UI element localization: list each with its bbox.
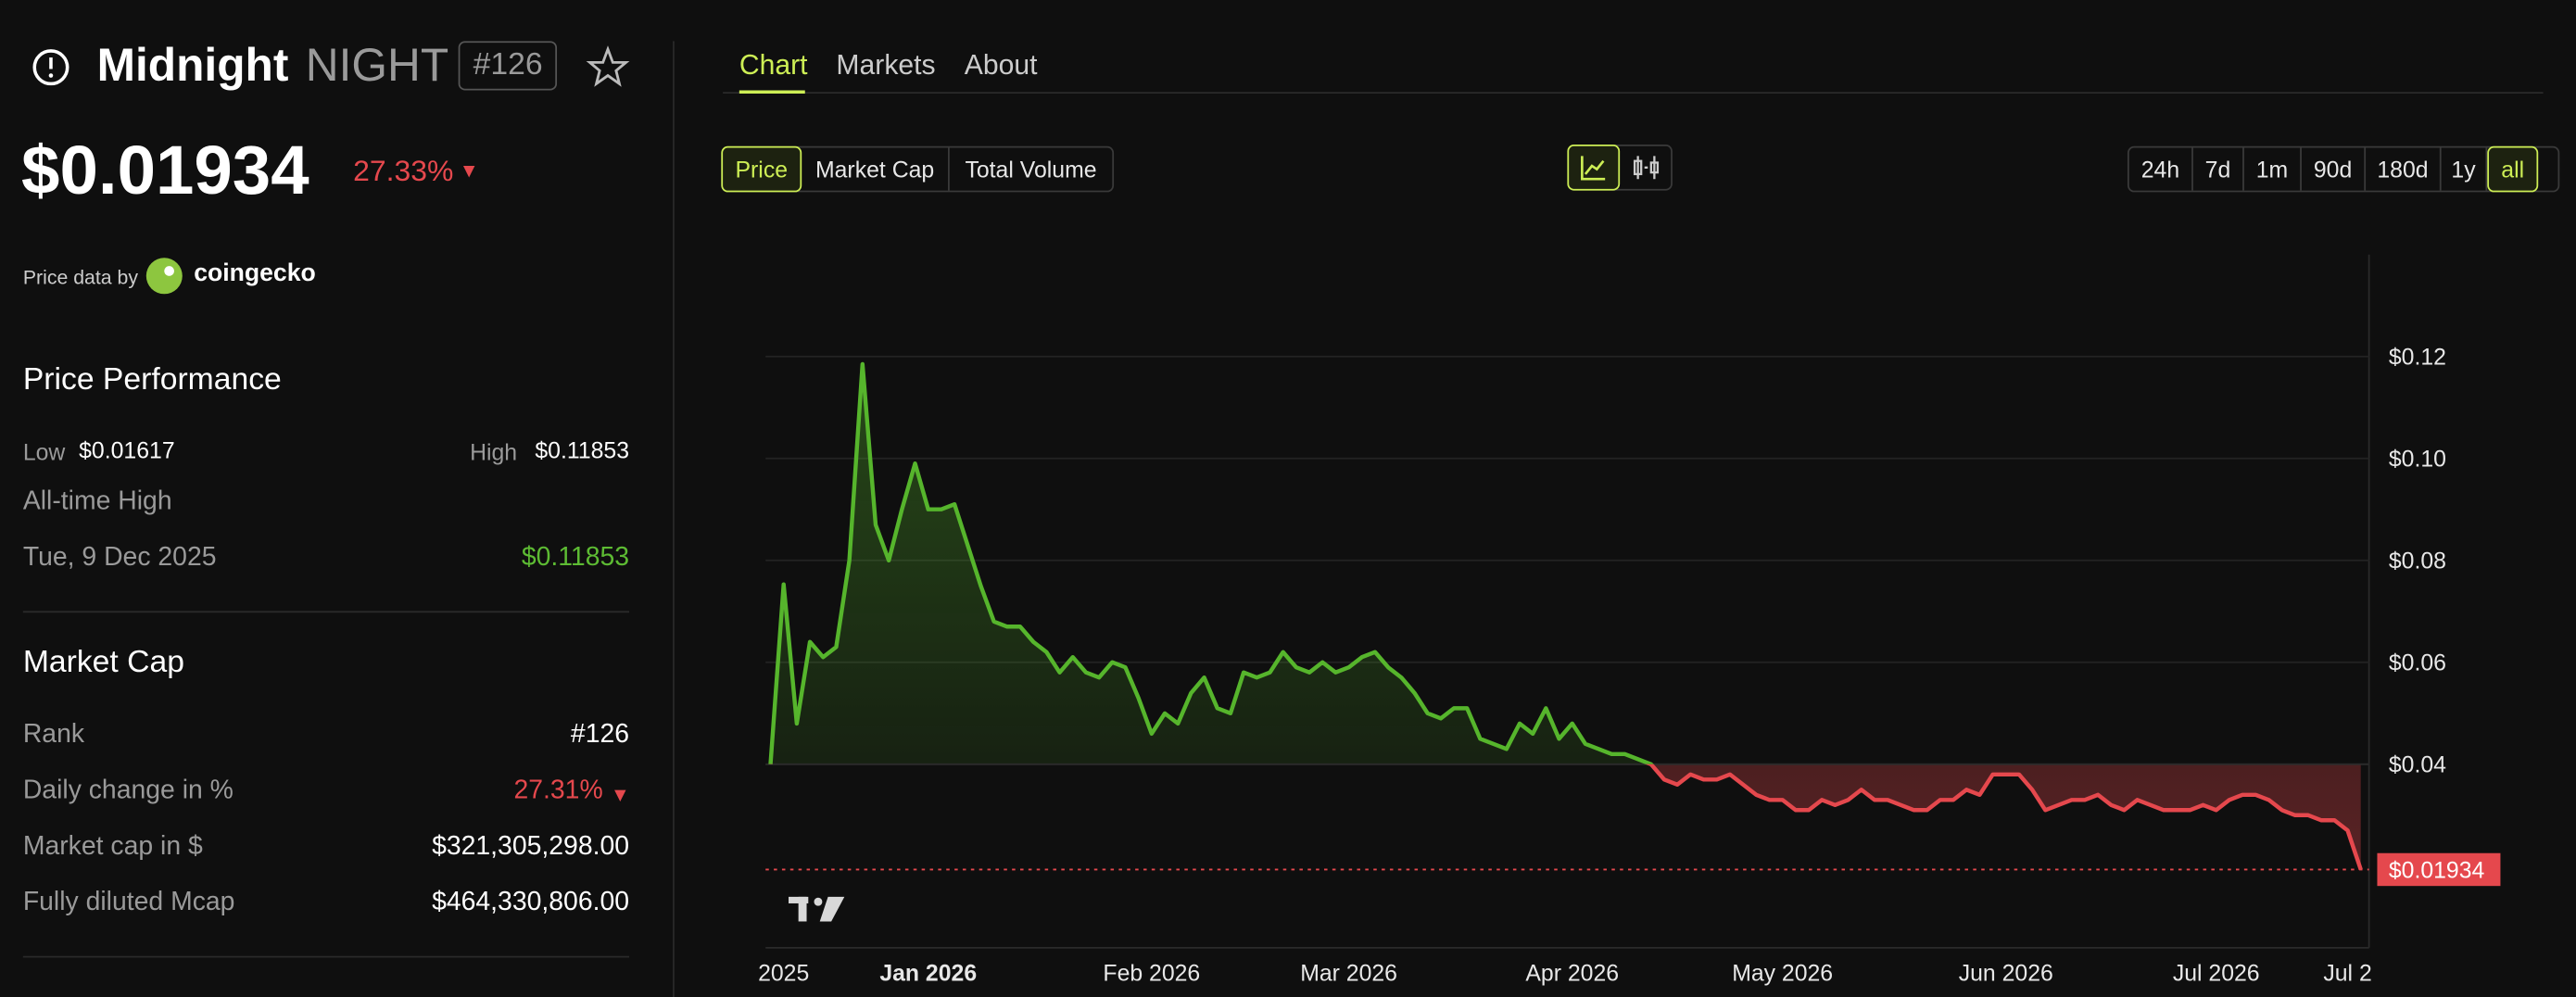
- x-tick-label: Jun 2026: [1959, 961, 2053, 986]
- row-value: #126: [570, 721, 630, 750]
- tab[interactable]: Chart: [739, 49, 808, 81]
- price: $0.01934: [21, 131, 309, 209]
- range-button[interactable]: all: [2487, 145, 2539, 193]
- metric-button[interactable]: Total Volume: [965, 156, 1097, 183]
- down-arrow: [462, 166, 475, 178]
- row-label: Market cap in $: [22, 832, 203, 861]
- high-label: High: [470, 438, 518, 465]
- info-icon: [32, 49, 69, 86]
- area-up: [770, 363, 2361, 764]
- line-icon: [1581, 156, 1606, 181]
- area-down: [770, 764, 2361, 870]
- price-change: 27.33%: [353, 154, 454, 188]
- favorite-star[interactable]: [586, 45, 630, 87]
- metric-group: Price Market Cap Total Volume: [721, 145, 1115, 193]
- line-style-button[interactable]: [1567, 144, 1621, 191]
- x-tick-label: Mar 2026: [1300, 961, 1397, 986]
- rank-badge: #126: [458, 41, 558, 91]
- chart-style-group: [1567, 144, 1673, 191]
- ath-label: All-time High: [22, 487, 172, 516]
- x-tick-label: Feb 2026: [1103, 961, 1200, 986]
- price-line-up: [768, 361, 1654, 764]
- row-value: $464,330,806.00: [432, 889, 630, 917]
- section-title: Price Performance: [22, 362, 282, 398]
- y-tick-label: $0.06: [2389, 651, 2446, 676]
- range-group: 24h 7d 1m 90d 180d 1y all: [2127, 145, 2560, 193]
- metric-button[interactable]: Market Cap: [802, 147, 950, 191]
- y-tick-label: $0.10: [2389, 448, 2446, 473]
- ath-date: Tue, 9 Dec 2025: [22, 543, 217, 572]
- row-label: Fully diluted Mcap: [22, 889, 235, 917]
- x-tick-label: Jan 2026: [879, 961, 977, 986]
- low-label: Low: [22, 438, 66, 465]
- section-title: Market Cap: [22, 645, 184, 680]
- range-button[interactable]: 180d: [2366, 147, 2442, 191]
- row-label: Rank: [22, 721, 85, 750]
- x-tick-label: Jul 2: [2323, 961, 2371, 986]
- tab[interactable]: About: [964, 49, 1038, 81]
- ath-value: $0.11853: [521, 543, 630, 572]
- down-arrow: [614, 789, 626, 802]
- current-price-label: $0.01934: [2389, 858, 2485, 883]
- coin-symbol: NIGHT: [305, 39, 449, 91]
- metric-button[interactable]: Price: [721, 145, 802, 193]
- y-tick-label: $0.04: [2389, 753, 2446, 778]
- y-tick-label: $0.12: [2389, 346, 2446, 371]
- coingecko-logo: [145, 258, 183, 295]
- low-value: $0.01617: [79, 436, 175, 463]
- coin-name: Midnight: [96, 39, 289, 91]
- candle-icon: [1633, 156, 1659, 180]
- x-tick-label: Jul 2026: [2173, 961, 2260, 986]
- range-button[interactable]: 1y: [2442, 147, 2488, 191]
- row-value: $321,305,298.00: [432, 832, 630, 861]
- price-line-down: [770, 764, 2363, 871]
- row-value: 27.31%: [513, 776, 603, 805]
- x-tick-label: May 2026: [1732, 961, 1833, 986]
- high-value: $0.11853: [535, 436, 630, 463]
- tab[interactable]: Markets: [836, 49, 936, 81]
- x-tick-label: Apr 2026: [1525, 961, 1619, 986]
- candle-style-button[interactable]: [1620, 146, 1671, 189]
- range-button[interactable]: 1m: [2244, 147, 2302, 191]
- range-button[interactable]: 7d: [2193, 147, 2244, 191]
- source-name: coingecko: [194, 259, 316, 288]
- source-prefix: Price data by: [22, 266, 139, 289]
- current-price-tag: [2377, 852, 2501, 887]
- x-tick-label: 2025: [758, 961, 809, 986]
- range-button[interactable]: 24h: [2129, 147, 2193, 191]
- range-button[interactable]: 90d: [2302, 147, 2367, 191]
- y-tick-label: $0.08: [2389, 549, 2446, 574]
- tradingview-logo: [789, 896, 845, 922]
- row-label: Daily change in %: [22, 776, 234, 805]
